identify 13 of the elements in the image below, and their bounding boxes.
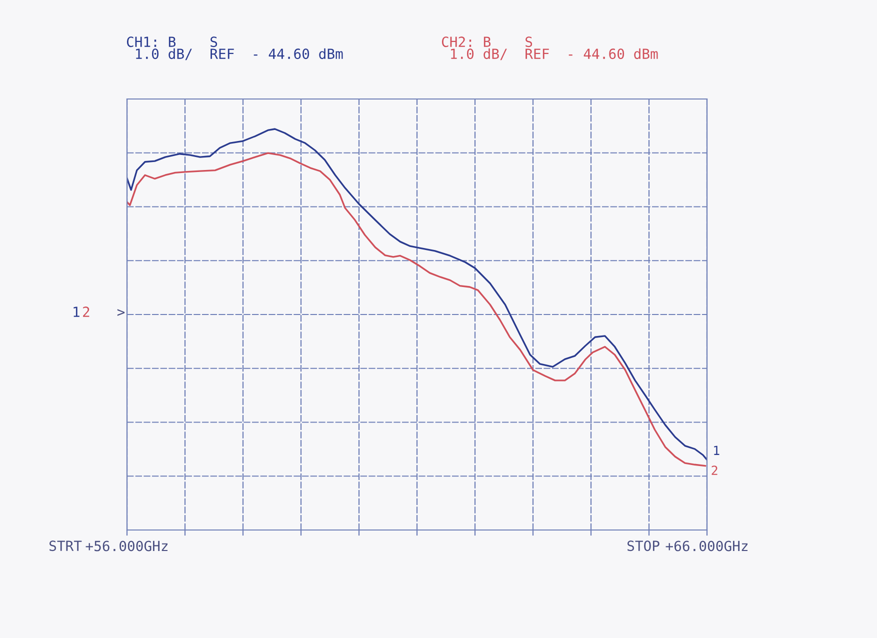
text: STOP [627, 540, 660, 552]
text: CH1: B S [126, 36, 218, 48]
text: 1.0 dB/ REF - 44.60 dBm [136, 48, 343, 60]
text: 1.0 dB/ REF - 44.60 dBm [451, 48, 658, 60]
text: STRT [49, 540, 82, 552]
series-label: 1 [714, 446, 720, 455]
text: > [117, 309, 125, 316]
x-tick-label: +56.000GHz [86, 540, 168, 552]
x-tick-label: +66.000GHz [666, 540, 748, 552]
text: 2 [83, 306, 90, 317]
series-label: 2 [712, 466, 718, 475]
text: 1 [74, 306, 80, 317]
text: CH2: B S [442, 36, 532, 48]
